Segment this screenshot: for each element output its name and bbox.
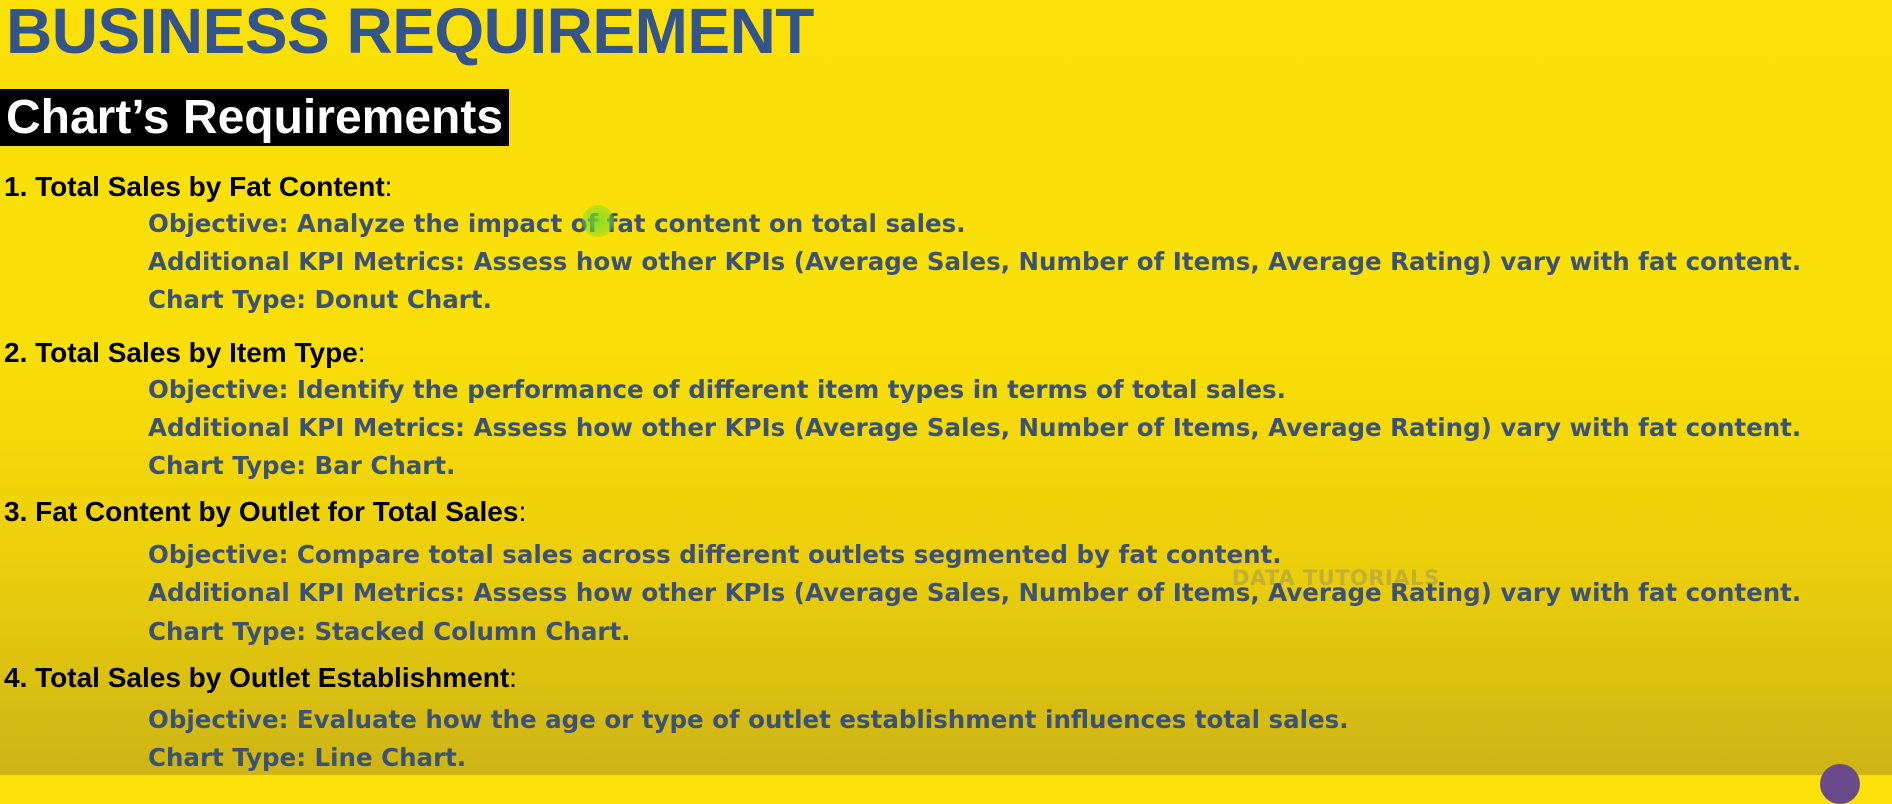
requirement-name: Total Sales by Fat Content xyxy=(35,171,385,202)
requirement-number: 2. xyxy=(4,337,28,368)
requirement-3-kpi: Additional KPI Metrics: Assess how other… xyxy=(148,578,1802,607)
requirement-suffix: : xyxy=(509,662,517,693)
requirement-suffix: : xyxy=(518,496,527,527)
section-heading: Chart’s Requirements xyxy=(0,89,510,146)
requirement-name: Fat Content by Outlet for Total Sales xyxy=(35,496,519,527)
requirement-1-chart-type: Chart Type: Donut Chart. xyxy=(148,285,492,314)
requirement-number: 3. xyxy=(4,496,28,527)
requirement-number: 4. xyxy=(4,662,28,693)
requirement-1-title: 1. Total Sales by Fat Content: xyxy=(4,170,392,204)
requirement-number: 1. xyxy=(4,171,28,202)
cursor-highlight-icon xyxy=(582,205,614,237)
requirement-2-chart-type: Chart Type: Bar Chart. xyxy=(148,451,456,480)
requirement-2-title: 2. Total Sales by Item Type: xyxy=(4,336,366,370)
requirement-3-title: 3. Fat Content by Outlet for Total Sales… xyxy=(4,495,526,529)
requirement-suffix: : xyxy=(357,337,366,368)
requirement-4-title: 4. Total Sales by Outlet Establishment: xyxy=(4,661,517,695)
page-title: BUSINESS REQUIREMENT xyxy=(6,0,814,67)
requirement-4-objective: Objective: Evaluate how the age or type … xyxy=(148,705,1349,734)
requirement-3-objective: Objective: Compare total sales across di… xyxy=(148,540,1282,569)
requirement-1-kpi: Additional KPI Metrics: Assess how other… xyxy=(148,247,1802,276)
requirement-name: Total Sales by Item Type xyxy=(35,337,358,368)
requirement-4-chart-type: Chart Type: Line Chart. xyxy=(148,743,467,772)
requirement-suffix: : xyxy=(384,171,393,202)
requirement-name: Total Sales by Outlet Establishment xyxy=(35,662,510,693)
requirement-2-objective: Objective: Identify the performance of d… xyxy=(148,375,1286,404)
presenter-avatar xyxy=(1820,764,1860,804)
watermark: DATA TUTORIALS xyxy=(1232,566,1440,590)
requirement-3-chart-type: Chart Type: Stacked Column Chart. xyxy=(148,617,631,646)
requirement-2-kpi: Additional KPI Metrics: Assess how other… xyxy=(148,413,1802,442)
requirements-list: 1. Total Sales by Fat Content: Objective… xyxy=(4,170,1802,772)
requirement-1-objective: Objective: Analyze the impact of fat con… xyxy=(148,209,966,238)
